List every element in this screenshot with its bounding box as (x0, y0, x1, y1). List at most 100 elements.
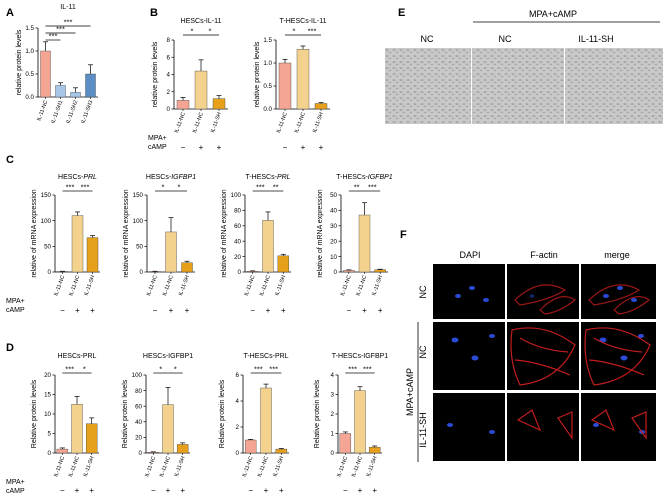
panel-letter-c: C (6, 154, 14, 166)
x-tick-label: IL-11-NC (159, 456, 172, 478)
treatment-label-line1: MPA+ (6, 479, 25, 486)
chart-title: HESCs-PRL (58, 353, 97, 360)
bar (275, 448, 288, 454)
treatment-plus: + (169, 306, 174, 315)
bar (40, 50, 51, 98)
bar (85, 73, 96, 98)
x-tick-label: IL-11-SH (272, 456, 285, 478)
treatment-plus: + (372, 486, 377, 495)
panel-letter-d: D (6, 342, 14, 354)
y-tick-label: 80 (234, 208, 241, 215)
y-tick-label: 50 (330, 192, 337, 199)
y-tick-label: 0 (236, 450, 240, 457)
y-tick-label: 2 (236, 424, 240, 431)
bar (368, 446, 381, 454)
chart-11: T-HESCs-IGFBP1 0 1 2 3 4 Relative protein leve… (314, 353, 388, 478)
bar (85, 423, 98, 454)
y-tick-label: 1 (331, 431, 335, 438)
treatment-label-line1: MPA+ (6, 298, 25, 305)
x-tick-label: IL-11-NC (174, 112, 187, 134)
y-tick-label: 8 (167, 37, 171, 44)
y-axis-label: Relative protein levels (314, 379, 321, 448)
significance-label: *** (64, 18, 73, 27)
significance-label: *** (256, 183, 265, 192)
y-tick-label: 0 (140, 269, 144, 276)
treatment-label-line2: cAMP (6, 307, 25, 314)
dapi-nuclei (447, 286, 645, 434)
y-axis-label: relative of mRNA expression (31, 189, 38, 277)
y-tick-label: 40 (330, 208, 337, 215)
treatment-plus: + (264, 486, 269, 495)
y-tick-label: 4 (331, 372, 335, 379)
significance-label: *** (254, 365, 263, 374)
significance-label: *** (66, 183, 75, 192)
y-tick-label: 2 (331, 411, 335, 418)
treatment-plus: + (217, 143, 222, 152)
y-tick-label: 0.5 (25, 71, 34, 78)
bar (165, 231, 177, 273)
x-tick-label: IL-11-NC (340, 275, 353, 297)
x-tick-label: IL-11-NC (68, 456, 81, 478)
significance-label: *** (81, 183, 90, 192)
image-factin-mpa-sh (507, 393, 579, 461)
bar (194, 70, 208, 110)
x-tick-label: IL-11-SH (83, 456, 96, 478)
y-tick-label: 50 (136, 244, 143, 251)
significance-label: *** (363, 365, 372, 374)
treatment-minus: − (343, 486, 348, 495)
panel-letter-e: E (398, 7, 405, 19)
y-tick-label: 1.5 (263, 37, 272, 44)
y-tick-label: 0 (331, 450, 335, 457)
treatment-plus: + (281, 306, 286, 315)
treatment-label-line2: cAMP (148, 144, 167, 151)
treatment-plus: + (362, 306, 367, 315)
y-tick-label: 100 (231, 192, 242, 199)
significance-label: *** (56, 25, 65, 34)
y-tick-label: 0 (167, 106, 171, 113)
bar (212, 98, 226, 110)
y-tick-label: 0.0 (263, 106, 272, 113)
y-axis-label: Relative protein levels (219, 379, 226, 448)
treatment-plus: + (180, 486, 185, 495)
y-tick-label: 0.5 (263, 83, 272, 90)
y-tick-label: 100 (41, 218, 52, 225)
bar (262, 220, 274, 273)
micrograph-mpa-sh (565, 48, 663, 124)
x-tick-label: IL-11-NC (242, 456, 255, 478)
factin-filaments (510, 284, 651, 440)
bar (246, 271, 259, 273)
y-tick-label: 1.0 (25, 48, 34, 55)
x-tick-label: IL-11-NC (276, 112, 289, 134)
treatment-label-line2: cAMP (6, 488, 25, 495)
bar (70, 92, 81, 98)
chart-7: T-HESCs-IGFBP1 0 10 20 30 40 50 relative of mRN… (317, 174, 393, 297)
x-tick-label: IL-11-SH (312, 112, 325, 134)
y-tick-label: 20 (44, 372, 51, 379)
x-tick-label: IL-11-SH (371, 275, 384, 297)
y-tick-label: 50 (44, 244, 51, 251)
chart-title-gene: PRL (277, 174, 291, 181)
x-tick-label: IL-11-NC (192, 112, 205, 134)
x-tick-label: IL-11-NC (259, 275, 272, 297)
y-axis-label: relative of mRNA expression (123, 189, 130, 277)
y-tick-label: 10 (44, 411, 51, 418)
x-tick-label: IL-11-NC (162, 275, 175, 297)
bar (296, 49, 310, 110)
treatment-plus: + (166, 486, 171, 495)
bar (339, 433, 352, 454)
y-tick-label: 4 (167, 72, 171, 79)
significance-label: ** (354, 183, 360, 192)
chart-title: T-HESCs-PRL (243, 353, 288, 360)
x-tick-label: IL-11-NC (53, 456, 66, 478)
y-tick-label: 1.0 (263, 60, 272, 67)
treatment-plus: + (266, 306, 271, 315)
panel-e-col-3: IL-11-SH (578, 34, 613, 44)
x-tick-label: IL-11-NC (36, 100, 49, 122)
y-tick-label: 80 (135, 388, 142, 395)
y-tick-label: 20 (135, 435, 142, 442)
significance-label: *** (65, 365, 74, 374)
chart-title: IL-11 (60, 4, 76, 11)
